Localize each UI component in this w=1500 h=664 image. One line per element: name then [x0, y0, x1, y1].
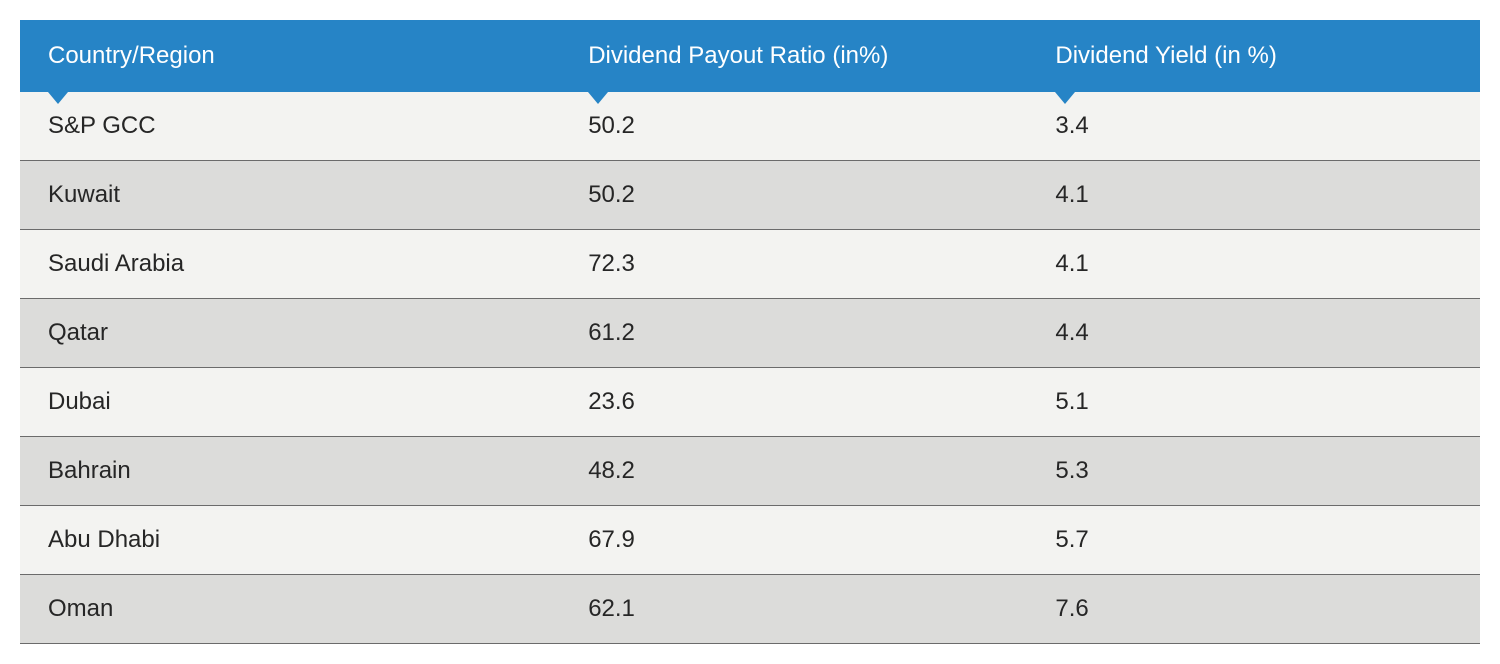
cell-payout: 62.1 [560, 575, 1027, 644]
table-row: Oman 62.1 7.6 [20, 575, 1480, 644]
cell-country: Dubai [20, 368, 560, 437]
header-dividend-yield[interactable]: Dividend Yield (in %) [1027, 20, 1480, 92]
cell-country: Bahrain [20, 437, 560, 506]
cell-yield: 5.3 [1027, 437, 1480, 506]
sort-arrow-down-icon [1055, 92, 1075, 104]
header-label: Dividend Yield (in %) [1055, 42, 1276, 69]
cell-country: Kuwait [20, 161, 560, 230]
dividend-table-container: Country/Region Dividend Payout Ratio (in… [20, 20, 1480, 644]
cell-yield: 4.1 [1027, 230, 1480, 299]
sort-arrow-down-icon [48, 92, 68, 104]
table-row: Qatar 61.2 4.4 [20, 299, 1480, 368]
cell-country: Saudi Arabia [20, 230, 560, 299]
table-header: Country/Region Dividend Payout Ratio (in… [20, 20, 1480, 92]
cell-yield: 3.4 [1027, 92, 1480, 161]
cell-country: Qatar [20, 299, 560, 368]
table-row: Saudi Arabia 72.3 4.1 [20, 230, 1480, 299]
table-body: S&P GCC 50.2 3.4 Kuwait 50.2 4.1 Saudi A… [20, 92, 1480, 644]
cell-payout: 50.2 [560, 161, 1027, 230]
table-row: Kuwait 50.2 4.1 [20, 161, 1480, 230]
header-label: Country/Region [48, 42, 215, 69]
cell-payout: 50.2 [560, 92, 1027, 161]
cell-yield: 7.6 [1027, 575, 1480, 644]
cell-yield: 4.4 [1027, 299, 1480, 368]
cell-yield: 4.1 [1027, 161, 1480, 230]
table-header-row: Country/Region Dividend Payout Ratio (in… [20, 20, 1480, 92]
header-dividend-payout-ratio[interactable]: Dividend Payout Ratio (in%) [560, 20, 1027, 92]
table-row: Abu Dhabi 67.9 5.7 [20, 506, 1480, 575]
sort-arrow-down-icon [588, 92, 608, 104]
cell-payout: 23.6 [560, 368, 1027, 437]
cell-country: Oman [20, 575, 560, 644]
cell-country: S&P GCC [20, 92, 560, 161]
cell-yield: 5.1 [1027, 368, 1480, 437]
cell-country: Abu Dhabi [20, 506, 560, 575]
cell-payout: 67.9 [560, 506, 1027, 575]
table-row: S&P GCC 50.2 3.4 [20, 92, 1480, 161]
header-country-region[interactable]: Country/Region [20, 20, 560, 92]
table-row: Dubai 23.6 5.1 [20, 368, 1480, 437]
cell-yield: 5.7 [1027, 506, 1480, 575]
header-label: Dividend Payout Ratio (in%) [588, 42, 888, 69]
table-row: Bahrain 48.2 5.3 [20, 437, 1480, 506]
cell-payout: 61.2 [560, 299, 1027, 368]
cell-payout: 48.2 [560, 437, 1027, 506]
cell-payout: 72.3 [560, 230, 1027, 299]
dividend-table: Country/Region Dividend Payout Ratio (in… [20, 20, 1480, 644]
